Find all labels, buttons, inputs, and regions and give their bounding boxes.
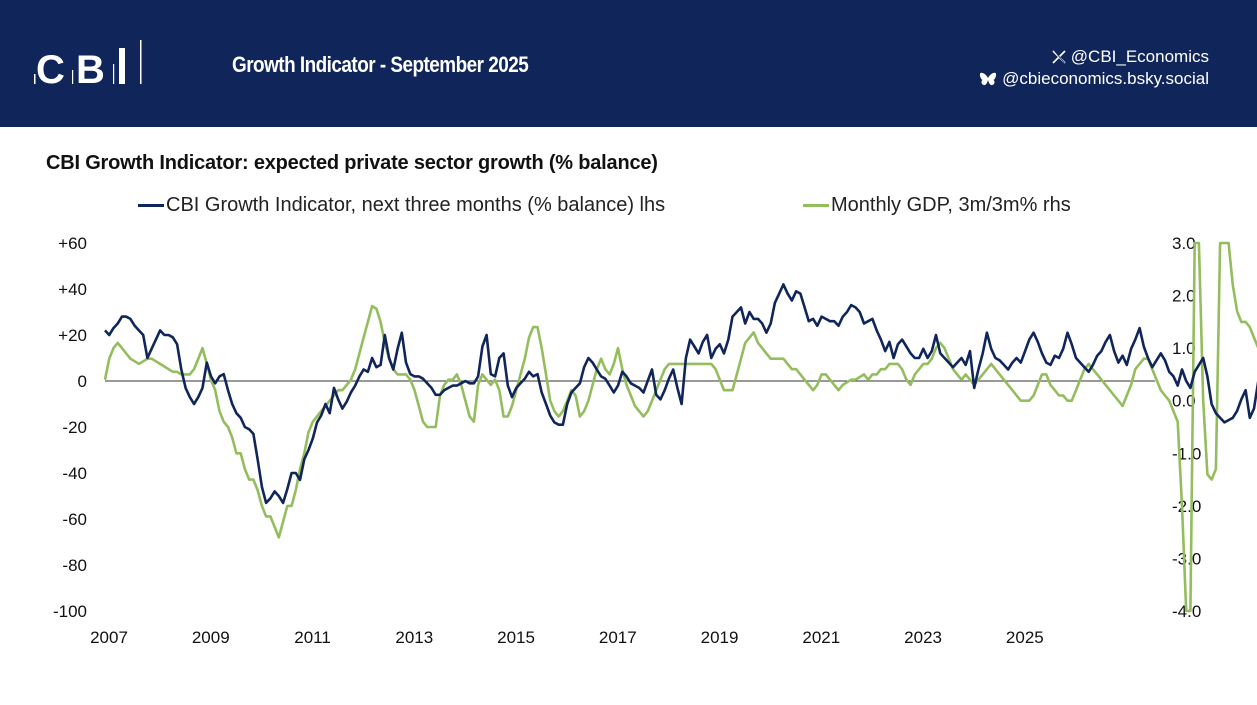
right-tick-label: -3.0 — [1172, 549, 1201, 568]
x-handle[interactable]: @CBI_Economics — [1070, 47, 1209, 66]
x-axis: 2007 2009 2011 2013 2015 2017 2019 2021 2023 2025 — [90, 628, 1044, 647]
right-tick-label: 1.0 — [1172, 339, 1196, 358]
left-tick-label: -80 — [62, 556, 87, 575]
right-tick-label: 3.0 — [1172, 234, 1196, 253]
x-tick-label: 2017 — [599, 628, 637, 647]
cbi-logo: C B — [34, 40, 142, 88]
x-tick-label: 2011 — [294, 628, 331, 647]
monthly-gdp-line — [103, 241, 1257, 613]
x-tick-label: 2025 — [1006, 628, 1044, 647]
social-x[interactable]: @CBI_Economics — [979, 46, 1209, 68]
report-title: Growth Indicator - September 2025 — [232, 52, 529, 77]
bluesky-butterfly-icon — [980, 72, 997, 85]
x-tick-label: 2007 — [90, 628, 128, 647]
legend-label-cbi: CBI Growth Indicator, next three months … — [166, 194, 666, 216]
social-bluesky[interactable]: @cbieconomics.bsky.social — [979, 68, 1209, 90]
legend-swatch-gdp — [803, 204, 829, 207]
right-tick-label: 2.0 — [1172, 287, 1196, 306]
bluesky-handle[interactable]: @cbieconomics.bsky.social — [1002, 69, 1209, 88]
left-tick-label: +60 — [58, 234, 87, 253]
x-tick-label: 2009 — [192, 628, 230, 647]
left-tick-label: -20 — [62, 418, 87, 437]
legend-item-gdp: Monthly GDP, 3m/3m% rhs — [803, 194, 1071, 217]
x-tick-label: 2013 — [395, 628, 433, 647]
chart-title: CBI Growth Indicator: expected private s… — [46, 152, 658, 174]
x-icon — [1052, 50, 1066, 64]
x-tick-label: 2019 — [701, 628, 739, 647]
cbi-growth-indicator-line — [104, 283, 1257, 505]
x-tick-label: 2021 — [802, 628, 840, 647]
x-tick-label: 2015 — [497, 628, 535, 647]
left-tick-label: -100 — [53, 602, 87, 621]
legend-item-cbi: CBI Growth Indicator, next three months … — [138, 194, 665, 217]
left-tick-label: -40 — [62, 464, 87, 483]
right-tick-label: 0.0 — [1172, 392, 1196, 411]
right-tick-label: -1.0 — [1172, 444, 1201, 463]
logo-letter-b: B — [76, 48, 105, 88]
social-handles: @CBI_Economics @cbieconomics.bsky.social — [979, 46, 1209, 90]
x-tick-label: 2023 — [904, 628, 942, 647]
left-tick-label: -60 — [62, 510, 87, 529]
left-tick-label: 0 — [78, 372, 87, 391]
logo-letter-c: C — [36, 48, 65, 88]
series-layer — [103, 241, 1257, 613]
left-axis: +60 +40 +20 0 -20 -40 -60 -80 -100 — [53, 234, 87, 621]
left-tick-label: +40 — [58, 280, 87, 299]
right-axis: 3.02.01.00.0-1.0-2.0-3.0-4.0 — [1172, 234, 1201, 621]
legend-swatch-cbi — [138, 204, 164, 207]
legend-label-gdp: Monthly GDP, 3m/3m% rhs — [831, 194, 1071, 216]
header-banner: C B Growth Indicator - September 2025 @C… — [0, 0, 1257, 127]
left-tick-label: +20 — [58, 326, 87, 345]
right-tick-label: -2.0 — [1172, 497, 1201, 516]
